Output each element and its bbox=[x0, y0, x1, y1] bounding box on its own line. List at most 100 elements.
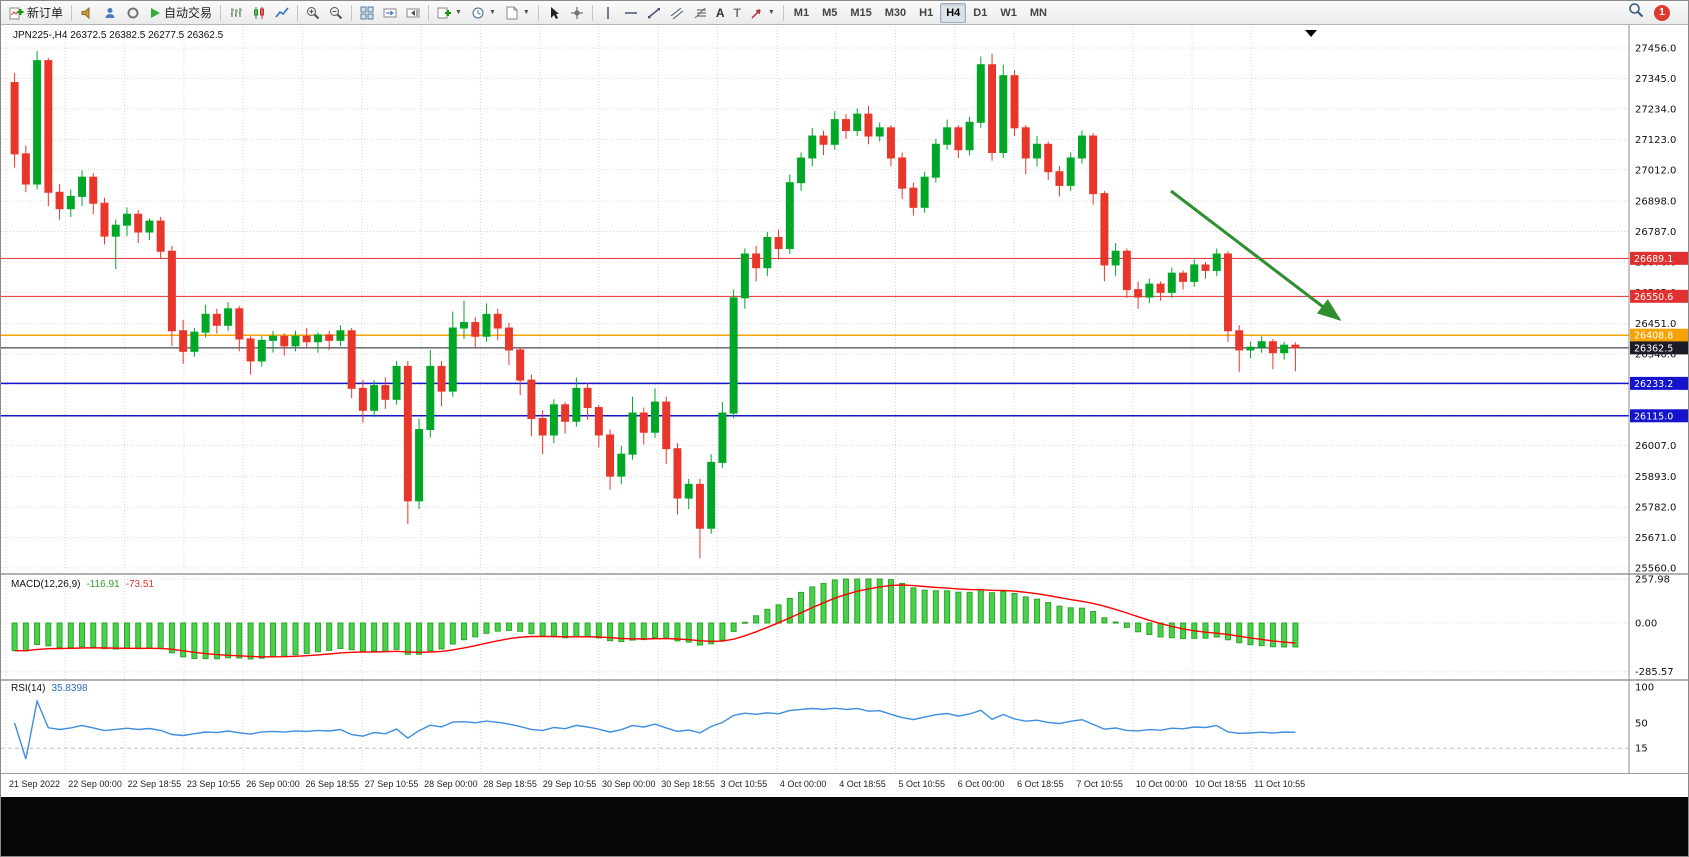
search-icon[interactable] bbox=[1628, 2, 1644, 23]
svg-text:26362.5: 26362.5 bbox=[1634, 343, 1673, 354]
zoom-out-button[interactable] bbox=[325, 2, 347, 24]
notification-badge[interactable]: 1 bbox=[1654, 4, 1670, 21]
fibonacci-button[interactable] bbox=[689, 2, 711, 24]
time-label: 27 Sep 10:55 bbox=[364, 779, 419, 789]
svg-text:50: 50 bbox=[1635, 719, 1648, 730]
toolbar-separator bbox=[537, 4, 539, 21]
horizontal-line-button[interactable] bbox=[620, 2, 642, 24]
periods-button[interactable]: ▼ bbox=[467, 2, 500, 24]
svg-text:26550.6: 26550.6 bbox=[1634, 292, 1673, 303]
price-badge-26233.2: 26233.2 bbox=[1630, 376, 1688, 390]
svg-text:27456.0: 27456.0 bbox=[1635, 44, 1676, 55]
toolbar-separator bbox=[428, 4, 430, 21]
crosshair-icon bbox=[570, 6, 584, 20]
crosshair-button[interactable] bbox=[566, 2, 588, 24]
bar-chart-icon bbox=[229, 6, 243, 20]
timeframe-h1[interactable]: H1 bbox=[919, 6, 934, 19]
svg-text:25671.0: 25671.0 bbox=[1635, 533, 1676, 544]
tile-windows-button[interactable] bbox=[356, 2, 378, 24]
macd-signal-line bbox=[14, 584, 1296, 658]
time-label: 3 Oct 10:55 bbox=[720, 779, 768, 789]
zoom-out-icon bbox=[329, 6, 343, 20]
arrows-button[interactable]: ▼ bbox=[746, 2, 779, 24]
label-button[interactable]: T bbox=[730, 2, 745, 24]
vertical-line-button[interactable] bbox=[597, 2, 619, 24]
fibonacci-icon bbox=[693, 6, 707, 20]
time-label: 30 Sep 00:00 bbox=[602, 779, 656, 789]
zoom-in-button[interactable] bbox=[302, 2, 324, 24]
channel-button[interactable] bbox=[666, 2, 688, 24]
trend-arrow[interactable] bbox=[1170, 189, 1342, 321]
auto-scroll-button[interactable] bbox=[379, 2, 401, 24]
time-label: 4 Oct 00:00 bbox=[779, 779, 827, 789]
text-button[interactable]: A bbox=[712, 2, 729, 24]
clock-icon bbox=[471, 6, 485, 20]
chart-shift-marker[interactable] bbox=[1305, 30, 1317, 37]
profile-button[interactable] bbox=[99, 2, 121, 24]
svg-text:26408.8: 26408.8 bbox=[1634, 331, 1673, 342]
chart-area[interactable]: 27456.0 27345.0 27234.0 27123.0 27012.0 26898… bbox=[1, 25, 1689, 797]
play-icon bbox=[149, 7, 161, 19]
rsi-header: RSI(14) 35.8398 bbox=[11, 683, 88, 694]
horizontal-line-icon bbox=[624, 6, 638, 20]
macd-label: MACD(12,26,9) bbox=[11, 579, 81, 590]
chart-shift-button[interactable] bbox=[402, 2, 424, 24]
toolbar-separator bbox=[71, 4, 73, 21]
new-order-icon bbox=[9, 6, 24, 20]
arrow-tool-icon bbox=[750, 6, 764, 20]
price-axis[interactable]: 27456.0 27345.0 27234.0 27123.0 27012.0 26898… bbox=[1635, 44, 1676, 755]
bar-chart-button[interactable] bbox=[225, 2, 247, 24]
time-label: 22 Sep 00:00 bbox=[68, 779, 122, 789]
time-axis[interactable]: 21 Sep 2022 22 Sep 00:00 22 Sep 18:55 23 Se… bbox=[1, 773, 1688, 797]
timeframe-m30[interactable]: M30 bbox=[884, 6, 907, 19]
alerts-button[interactable] bbox=[76, 2, 98, 24]
time-label: 10 Oct 18:55 bbox=[1195, 779, 1247, 789]
svg-text:25893.0: 25893.0 bbox=[1635, 472, 1676, 483]
new-order-button[interactable]: 新订单 bbox=[5, 2, 67, 24]
toolbar-separator bbox=[220, 4, 222, 21]
svg-text:26007.0: 26007.0 bbox=[1635, 441, 1676, 452]
time-label: 4 Oct 18:55 bbox=[839, 779, 886, 789]
indicators-button[interactable]: ▼ bbox=[433, 2, 466, 24]
templates-button[interactable]: ▼ bbox=[501, 2, 534, 24]
svg-text:257.98: 257.98 bbox=[1635, 575, 1670, 586]
toolbar-right-group: 1 bbox=[1628, 2, 1684, 23]
svg-text:27012.0: 27012.0 bbox=[1635, 165, 1676, 176]
price-badge-26362.5: 26362.5 bbox=[1630, 341, 1688, 355]
community-button[interactable] bbox=[122, 2, 144, 24]
candlestick-series bbox=[10, 51, 1300, 559]
toolbar-separator bbox=[351, 4, 353, 21]
time-label: 29 Sep 10:55 bbox=[542, 779, 597, 789]
vertical-line-icon bbox=[601, 6, 615, 20]
timeframe-m5[interactable]: M5 bbox=[822, 6, 838, 19]
rsi-label: RSI(14) bbox=[11, 683, 46, 694]
candlestick-chart-button[interactable] bbox=[248, 2, 270, 24]
timeframe-d1[interactable]: D1 bbox=[973, 6, 988, 19]
chevron-down-icon: ▼ bbox=[767, 9, 775, 16]
timeframe-h4[interactable]: H4 bbox=[940, 2, 967, 23]
zoom-in-icon bbox=[306, 6, 320, 20]
time-label: 6 Oct 18:55 bbox=[1017, 779, 1064, 789]
auto-trading-button[interactable]: 自动交易 bbox=[145, 2, 216, 24]
pane-splitter-macd[interactable] bbox=[1, 573, 1689, 575]
timeframe-mn[interactable]: MN bbox=[1029, 6, 1047, 19]
timeframe-w1[interactable]: W1 bbox=[1000, 6, 1017, 19]
price-badge-26689.1: 26689.1 bbox=[1630, 251, 1688, 265]
cursor-button[interactable] bbox=[543, 2, 565, 24]
svg-text:26787.0: 26787.0 bbox=[1635, 227, 1676, 238]
toolbar-separator bbox=[782, 4, 784, 21]
timeframe-m1[interactable]: M1 bbox=[793, 6, 810, 19]
time-label: 30 Sep 18:55 bbox=[661, 779, 715, 789]
line-chart-button[interactable] bbox=[271, 2, 293, 24]
pane-splitter-rsi[interactable] bbox=[1, 679, 1689, 681]
tile-windows-icon bbox=[360, 6, 374, 20]
macd-signal-value: -73.51 bbox=[125, 579, 155, 590]
macd-header: MACD(12,26,9) -116.91 -73.51 bbox=[11, 579, 154, 590]
svg-text:-285.57: -285.57 bbox=[1635, 667, 1674, 678]
svg-text:26898.0: 26898.0 bbox=[1635, 197, 1676, 208]
trendline-button[interactable] bbox=[643, 2, 665, 24]
timeframe-m15[interactable]: M15 bbox=[850, 6, 872, 19]
indicators-icon bbox=[437, 6, 452, 20]
price-badge-26408.8: 26408.8 bbox=[1630, 328, 1688, 342]
main-toolbar: 新订单 自动交易 ▼ ▼ ▼ A T ▼ bbox=[1, 1, 1688, 25]
